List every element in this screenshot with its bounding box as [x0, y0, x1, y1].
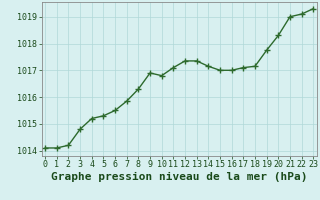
X-axis label: Graphe pression niveau de la mer (hPa): Graphe pression niveau de la mer (hPa) [51, 172, 308, 182]
